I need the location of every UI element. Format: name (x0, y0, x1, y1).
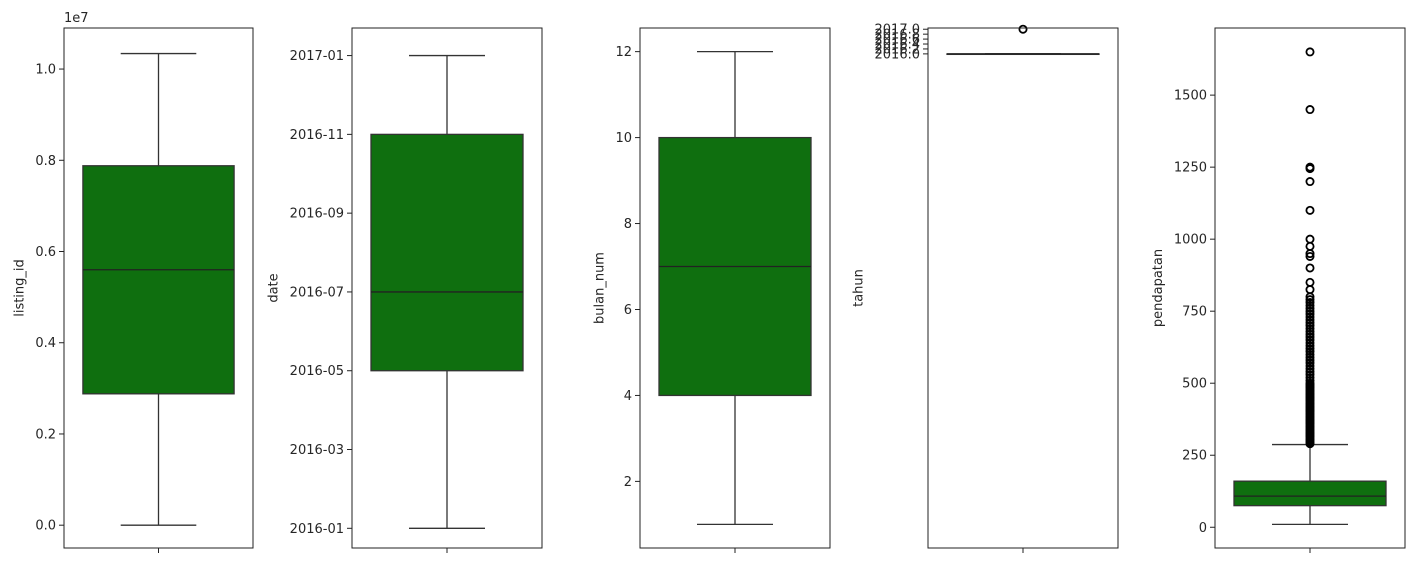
y-tick-label: 10 (615, 131, 632, 146)
outlier-point (1305, 338, 1315, 348)
outlier-point (1305, 329, 1315, 339)
outlier-point (1305, 332, 1315, 342)
outlier-point (1305, 349, 1315, 359)
y-axis-label: bulan_num (592, 252, 607, 324)
outlier-point (1305, 315, 1315, 325)
y-tick-label: 2016-07 (290, 285, 344, 300)
y-tick-label: 0.2 (35, 427, 56, 442)
outlier-point (1305, 326, 1315, 336)
outlier-point (1305, 372, 1315, 382)
outlier-point (1305, 205, 1315, 215)
axes-frame (927, 27, 1119, 549)
y-tick-label: 2016-09 (290, 207, 344, 222)
y-tick-label: 250 (1182, 449, 1207, 464)
y-axis-label: pendapatan (1151, 249, 1166, 327)
iqr-box (370, 133, 524, 372)
y-tick-label: 1000 (1174, 233, 1207, 248)
outlier-point (1305, 367, 1315, 377)
y-tick-label: 0.8 (35, 154, 56, 169)
outlier-point (1305, 318, 1315, 328)
iqr-box (1233, 480, 1387, 507)
outlier-point (1305, 295, 1315, 305)
outlier-point (1305, 241, 1315, 251)
outlier-point (1305, 358, 1315, 368)
outlier-point (1305, 370, 1315, 380)
outlier-point (1305, 341, 1315, 351)
outlier-point (1018, 24, 1028, 34)
y-tick-label: 500 (1182, 377, 1207, 392)
y-tick-label: 2016.6 (875, 33, 921, 48)
y-tick-label: 8 (624, 217, 632, 232)
y-tick-label: 2016.8 (875, 28, 921, 43)
outlier-point (1305, 361, 1315, 371)
y-axis-label: date (267, 273, 282, 302)
outlier-point (1305, 355, 1315, 365)
outlier-point (1305, 47, 1315, 57)
outlier-point (1305, 312, 1315, 322)
y-tick-label: 2016.2 (875, 42, 921, 57)
outlier-point (1305, 306, 1315, 316)
y-axis-label: listing_id (12, 259, 27, 317)
outlier-point (1305, 323, 1315, 333)
y-axis-label: tahun (852, 269, 867, 307)
y-tick-label: 1.0 (35, 63, 56, 78)
axis-offset-label: 1e7 (64, 11, 89, 26)
y-tick-label: 12 (615, 45, 632, 60)
outlier-point (1305, 344, 1315, 354)
outlier-point (1305, 303, 1315, 313)
y-tick-label: 2016-11 (290, 128, 344, 143)
y-tick-label: 1250 (1174, 161, 1207, 176)
outlier-point (1305, 277, 1315, 287)
outlier-point (1305, 347, 1315, 357)
y-tick-label: 6 (624, 303, 632, 318)
y-tick-label: 0.4 (35, 336, 56, 351)
outlier-point (1305, 234, 1315, 244)
outlier-point (1305, 105, 1315, 115)
outlier-point (1305, 251, 1315, 261)
y-tick-label: 2016.0 (875, 47, 921, 62)
y-tick-label: 1500 (1174, 89, 1207, 104)
outlier-point (1305, 335, 1315, 345)
y-tick-label: 2016-01 (290, 522, 344, 537)
outlier-point (1305, 162, 1315, 172)
y-tick-label: 0 (1199, 521, 1207, 536)
y-tick-label: 750 (1182, 305, 1207, 320)
y-tick-label: 0.0 (35, 519, 56, 534)
outlier-point (1305, 300, 1315, 310)
outlier-point (1305, 364, 1315, 374)
y-tick-label: 0.6 (35, 245, 56, 260)
y-tick-label: 2017.0 (875, 23, 921, 38)
outlier-point (1305, 375, 1315, 385)
outlier-point (1305, 309, 1315, 319)
outlier-point (1305, 378, 1315, 388)
outlier-point (1305, 321, 1315, 331)
y-tick-label: 2016.4 (875, 38, 921, 53)
iqr-box (82, 165, 235, 395)
y-tick-label: 2016-03 (290, 443, 344, 458)
outlier-point (1305, 298, 1315, 308)
y-tick-label: 4 (624, 389, 632, 404)
outlier-point (1305, 285, 1315, 295)
outlier-point (1305, 352, 1315, 362)
outlier-point (1305, 177, 1315, 187)
y-tick-label: 2017-01 (290, 49, 344, 64)
outlier-point (1305, 263, 1315, 273)
y-tick-label: 2 (624, 475, 632, 490)
y-tick-label: 2016-05 (290, 364, 344, 379)
